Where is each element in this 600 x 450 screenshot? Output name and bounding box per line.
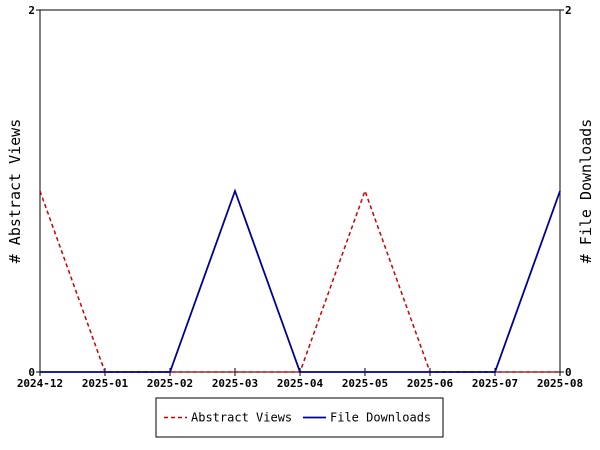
x-tick-label: 2025-03: [212, 377, 258, 390]
plot-frame: [39, 9, 561, 373]
legend-box: [155, 397, 444, 438]
x-tick-label: 2025-05: [342, 377, 388, 390]
y-left-tick-label: 0: [28, 366, 35, 379]
x-tick-label: 2025-06: [407, 377, 454, 390]
x-tick-label: 2024-12: [17, 377, 63, 390]
y-axis-right-title: # File Downloads: [577, 119, 595, 264]
legend: Abstract Views File Downloads: [155, 397, 444, 438]
y-right-tick-label: 2: [565, 4, 572, 17]
labels-layer: 2024-12 2025-01 2025-02 2025-03 2025-04 2025-…: [6, 4, 595, 390]
y-left-tick-label: 2: [28, 4, 35, 17]
x-tick-label: 2025-07: [472, 377, 518, 390]
x-tick-label: 2025-02: [147, 377, 193, 390]
y-right-tick-label: 0: [565, 366, 572, 379]
series-layer: [39, 188, 561, 373]
series-line-file-downloads: [40, 188, 561, 373]
y-axis-left-title: # Abstract Views: [6, 119, 24, 264]
series-line-abstract-views: [39, 188, 560, 373]
x-tick-label: 2025-01: [82, 377, 129, 390]
legend-label: Abstract Views: [191, 411, 292, 425]
x-tick-label: 2025-04: [277, 377, 324, 390]
axes: [36, 9, 564, 376]
legend-label: File Downloads: [330, 411, 431, 425]
x-tick-label: 2025-08: [537, 377, 583, 390]
